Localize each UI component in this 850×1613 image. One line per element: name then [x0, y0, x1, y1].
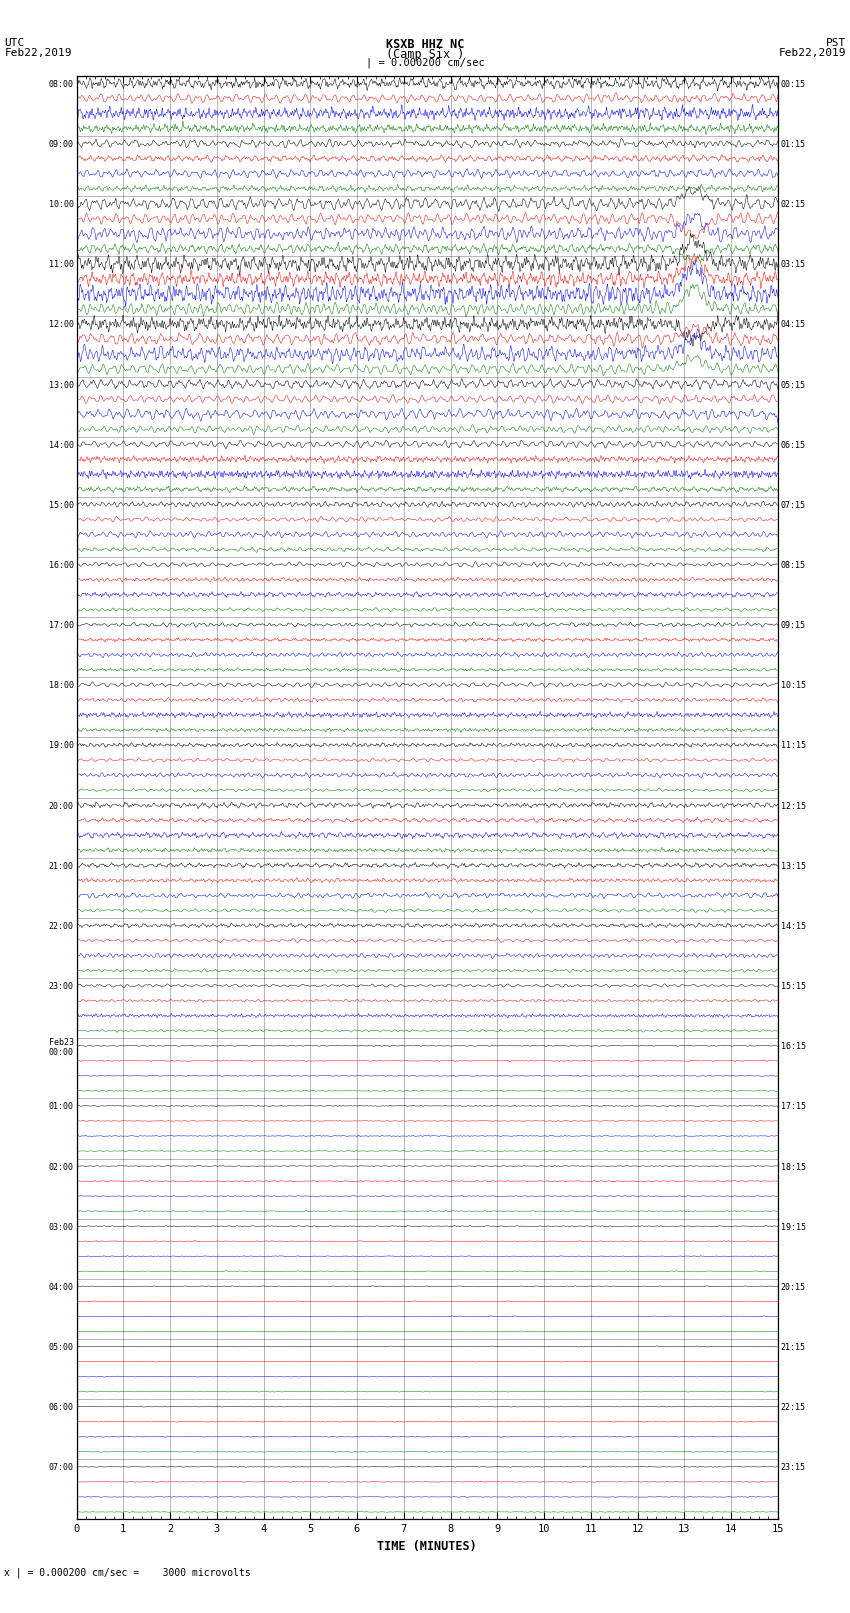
Text: UTC: UTC: [4, 37, 25, 48]
Text: x | = 0.000200 cm/sec =    3000 microvolts: x | = 0.000200 cm/sec = 3000 microvolts: [4, 1566, 251, 1578]
Text: (Camp Six ): (Camp Six ): [386, 47, 464, 61]
Text: KSXB HHZ NC: KSXB HHZ NC: [386, 37, 464, 52]
Text: | = 0.000200 cm/sec: | = 0.000200 cm/sec: [366, 58, 484, 68]
Text: Feb22,2019: Feb22,2019: [779, 47, 846, 58]
Text: PST: PST: [825, 37, 846, 48]
X-axis label: TIME (MINUTES): TIME (MINUTES): [377, 1540, 477, 1553]
Text: Feb22,2019: Feb22,2019: [4, 47, 71, 58]
